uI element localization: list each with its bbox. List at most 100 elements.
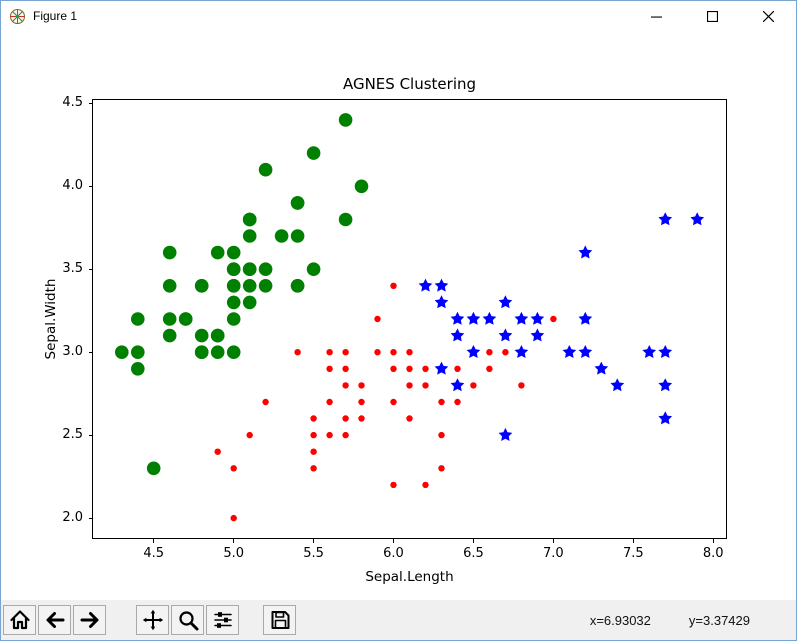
y-tick-mark <box>89 517 93 519</box>
y-tick-mark <box>89 434 93 436</box>
cluster-1-green-marker <box>242 295 257 310</box>
maximize-button[interactable] <box>684 1 740 31</box>
cluster-1-green-marker <box>194 328 209 343</box>
cluster-2-red-marker <box>326 349 333 356</box>
cluster-2-red-marker <box>374 349 381 356</box>
window-controls <box>628 1 796 31</box>
x-tick-label: 6.5 <box>463 546 484 561</box>
cluster-1-green-marker <box>226 279 241 293</box>
cluster-2-red-marker <box>342 349 349 356</box>
cluster-2-red-marker <box>422 365 429 372</box>
cluster-3-blue-marker <box>642 345 657 358</box>
x-tick-mark <box>552 539 554 543</box>
y-tick-mark <box>89 185 93 187</box>
x-tick-mark <box>712 539 714 543</box>
minimize-button[interactable] <box>628 1 684 31</box>
cluster-3-blue-marker <box>514 345 529 358</box>
cluster-3-blue-marker <box>562 345 577 358</box>
x-tick-label: 6.0 <box>383 546 404 561</box>
cluster-1-green-marker <box>306 262 321 276</box>
save-floppy-icon <box>271 611 289 629</box>
zoom-button[interactable] <box>171 605 204 635</box>
cluster-3-blue-marker <box>610 378 625 392</box>
cluster-3-blue-marker <box>482 311 497 325</box>
cluster-2-red-marker <box>374 315 381 323</box>
cluster-1-green-marker <box>226 345 241 359</box>
cluster-1-green-marker <box>210 328 225 343</box>
cluster-1-green-marker <box>290 196 305 210</box>
title-bar[interactable]: Figure 1 <box>1 1 796 31</box>
cluster-3-blue-marker <box>658 411 673 425</box>
cluster-1-green-marker <box>146 461 161 476</box>
y-axis-ticks: 2.0 2.5 3.0 3.5 4.0 4.5 <box>37 95 93 539</box>
cluster-2-red-marker <box>310 431 317 439</box>
cluster-3-blue-marker <box>658 378 673 392</box>
cluster-3-blue-marker <box>418 278 433 292</box>
close-icon <box>762 10 774 22</box>
cluster-1-green-marker <box>258 162 273 177</box>
x-axis-label: Sepal.Length <box>365 569 454 585</box>
pan-button[interactable] <box>136 605 169 635</box>
home-button[interactable] <box>3 605 36 635</box>
maximize-icon <box>706 10 718 22</box>
cluster-2-red-marker <box>406 365 413 372</box>
cluster-1-green-marker <box>290 279 305 293</box>
x-tick-mark <box>233 539 235 543</box>
cluster-2-red-marker <box>486 365 493 372</box>
cluster-2-red-marker <box>454 365 461 372</box>
cluster-2-red-marker <box>390 282 397 289</box>
cluster-3-blue-marker <box>450 378 465 392</box>
cluster-1-green-marker <box>274 229 289 243</box>
cluster-2-red-marker <box>406 415 413 422</box>
y-tick-mark <box>89 268 93 270</box>
cursor-y-readout: y=3.37429 <box>688 612 750 628</box>
cluster-2-red-marker <box>342 431 349 439</box>
close-button[interactable] <box>740 1 796 31</box>
cluster-2-red-marker <box>310 465 317 472</box>
x-tick-label: 5.5 <box>303 546 324 561</box>
cluster-1-green-marker <box>226 312 241 326</box>
cluster-2-red-marker <box>262 398 269 406</box>
configure-subplots-button[interactable] <box>206 605 239 635</box>
cluster-2-red-marker <box>326 398 333 406</box>
cluster-3-blue-marker <box>690 212 705 226</box>
cluster-1-green-marker <box>178 312 193 326</box>
cluster-2-red-marker <box>342 365 349 372</box>
cluster-1-green-marker <box>226 295 241 310</box>
y-tick-label: 3.0 <box>62 344 83 360</box>
cluster-2-red-marker <box>214 448 221 455</box>
x-tick-mark <box>153 539 155 543</box>
cluster-1-green-marker <box>242 262 257 276</box>
cluster-1-green-marker <box>131 345 145 359</box>
cluster-1-green-marker <box>242 229 257 243</box>
cursor-coordinates: x=6.93032 y=3.37429 <box>590 600 750 640</box>
cluster-2-red-marker <box>390 349 397 356</box>
minimize-icon <box>650 16 662 18</box>
cluster-1-green-marker <box>226 262 241 276</box>
cluster-2-red-marker <box>470 382 477 389</box>
x-tick-label: 5.0 <box>223 546 244 561</box>
cluster-3-blue-marker <box>594 361 609 375</box>
cluster-2-red-marker <box>342 415 349 422</box>
cluster-2-red-marker <box>230 514 237 522</box>
cluster-1-green-marker <box>354 179 369 194</box>
forward-arrow-icon <box>80 612 98 628</box>
cluster-2-red-marker <box>342 382 349 389</box>
forward-button[interactable] <box>73 605 106 635</box>
cluster-3-blue-marker <box>498 427 513 441</box>
back-button[interactable] <box>38 605 71 635</box>
cluster-1-green-marker <box>131 362 145 376</box>
cluster-1-green-marker <box>338 212 353 227</box>
x-tick-mark <box>393 539 394 543</box>
save-button[interactable] <box>263 605 296 635</box>
plot-area[interactable] <box>92 99 727 539</box>
y-tick-label: 4.0 <box>62 178 83 194</box>
cluster-3-blue-marker <box>498 328 513 342</box>
cluster-2-red-marker <box>438 431 445 439</box>
cluster-1-green-marker <box>194 345 209 359</box>
cluster-2-red-marker <box>454 398 461 406</box>
cluster-3-blue-marker <box>434 295 449 309</box>
navigation-toolbar: x=6.93032 y=3.37429 <box>1 600 796 640</box>
cluster-2-red-marker <box>230 465 237 472</box>
cluster-1-green-marker <box>338 113 353 127</box>
